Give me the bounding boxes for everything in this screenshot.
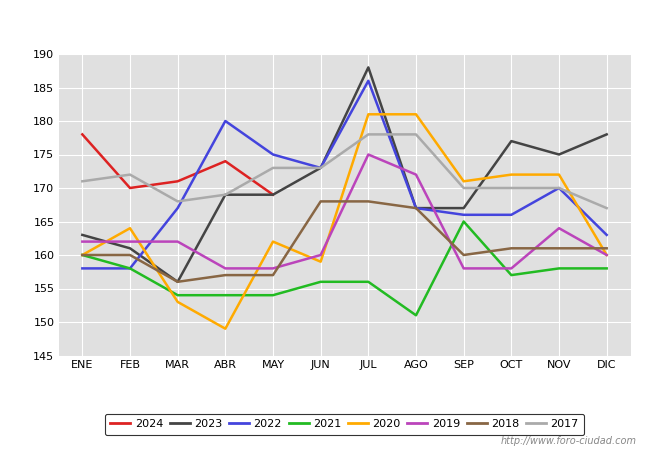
Legend: 2024, 2023, 2022, 2021, 2020, 2019, 2018, 2017: 2024, 2023, 2022, 2021, 2020, 2019, 2018… [105, 414, 584, 435]
Text: http://www.foro-ciudad.com: http://www.foro-ciudad.com [501, 436, 637, 446]
Text: Afiliados en Castilblanco a 31/5/2024: Afiliados en Castilblanco a 31/5/2024 [157, 14, 493, 33]
